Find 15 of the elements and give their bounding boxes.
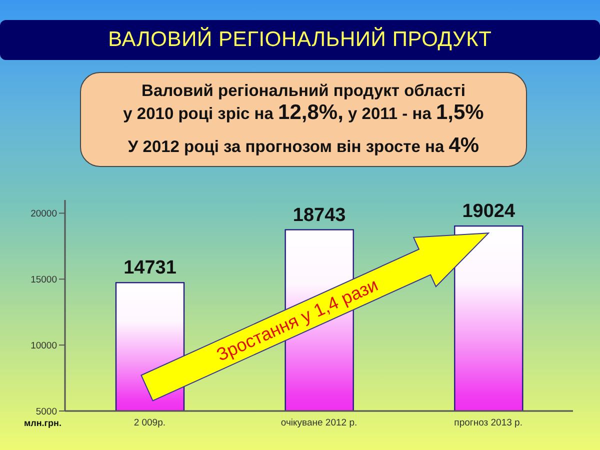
data-label: 14731: [124, 258, 177, 279]
y-axis-title: млн.грн.: [24, 418, 62, 428]
text: У 2012 році за прогнозом він зросте на 4%: [126, 134, 480, 159]
data-label: 18743: [292, 204, 346, 226]
text: у 2010 році зріс на 12,8%, у 2011 - на 1,5%: [122, 101, 485, 126]
x-tick-label: прогноз 2013 р.: [454, 418, 522, 429]
chart-title: ВАЛОВИЙ РЕГІОНАЛЬНИЙ ПРОДУКТ: [108, 28, 492, 52]
text: Валовий регіональний продукт області: [142, 82, 466, 100]
y-tick-label: 10000: [30, 340, 57, 352]
data-label: 19024: [462, 201, 516, 222]
y-tick-label: 15000: [30, 274, 57, 286]
x-tick-label: 2 009р.: [134, 418, 166, 429]
y-tick-label: 5000: [36, 406, 57, 418]
x-tick-label: очікуване 2012 р.: [280, 418, 358, 429]
y-tick-label: 20000: [30, 208, 57, 220]
